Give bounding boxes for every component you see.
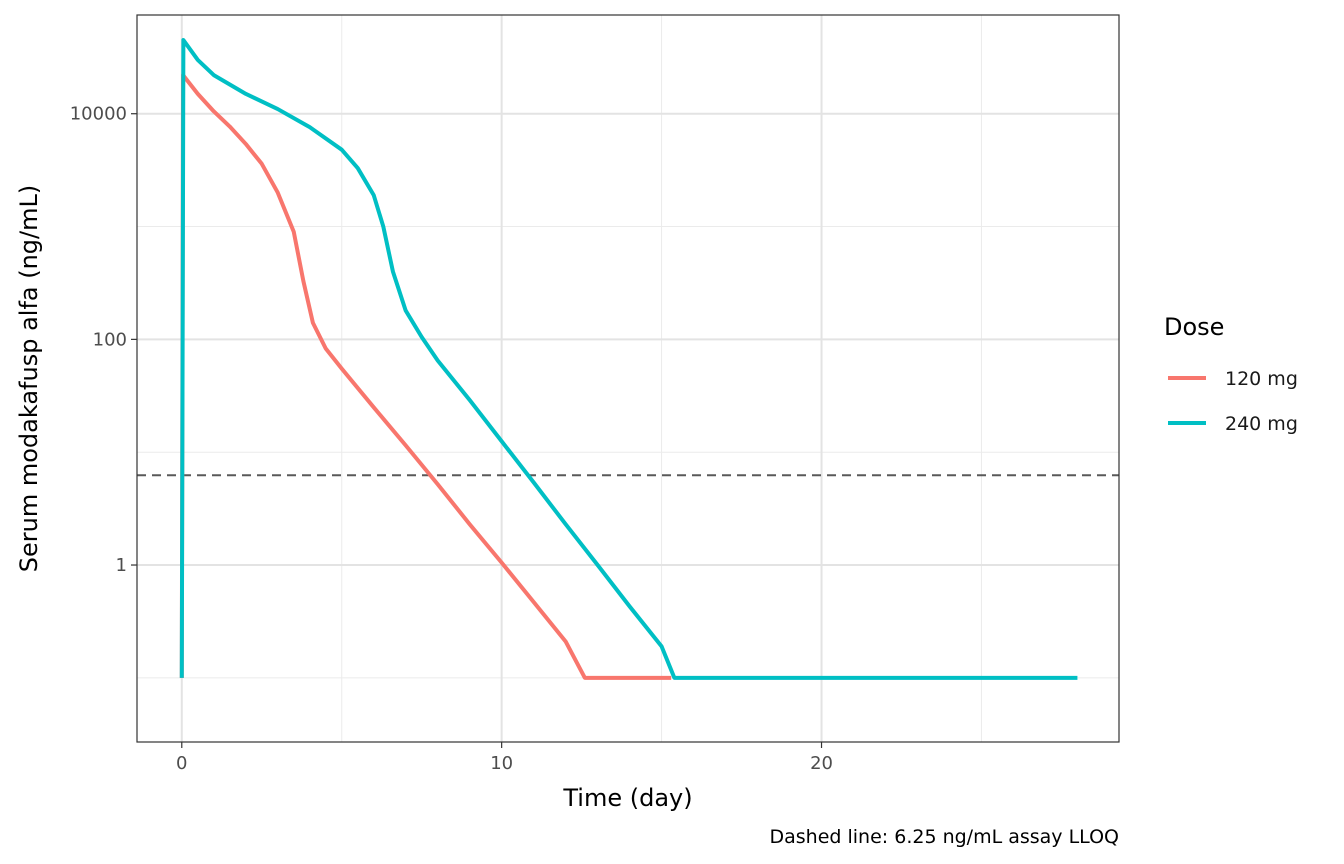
ticks-layer: 0 10 20 1 100 10000	[70, 104, 833, 774]
y-axis-title: Serum modakafusp alfa (ng/mL)	[15, 185, 43, 572]
grid-layer	[137, 15, 1119, 742]
caption: Dashed line: 6.25 ng/mL assay LLOQ	[770, 826, 1120, 848]
legend-items: 120 mg 240 mg	[1168, 368, 1298, 435]
y-tick-label: 1	[116, 555, 127, 576]
legend-label: 120 mg	[1225, 368, 1298, 390]
legend-title: Dose	[1164, 313, 1224, 341]
x-tick-label: 20	[810, 753, 833, 774]
series-line-120-mg	[179, 73, 672, 680]
x-tick-label: 10	[490, 753, 513, 774]
x-axis-title: Time (day)	[562, 784, 692, 812]
legend: Dose 120 mg 240 mg	[1164, 313, 1298, 435]
legend-label: 240 mg	[1225, 413, 1298, 435]
x-tick-label: 0	[176, 753, 187, 774]
plot-panel-border	[136, 14, 1120, 743]
y-tick-label: 10000	[70, 104, 127, 125]
y-tick-label: 100	[93, 329, 127, 350]
series-line-240-mg	[179, 38, 1078, 680]
series-layer	[179, 38, 1078, 680]
